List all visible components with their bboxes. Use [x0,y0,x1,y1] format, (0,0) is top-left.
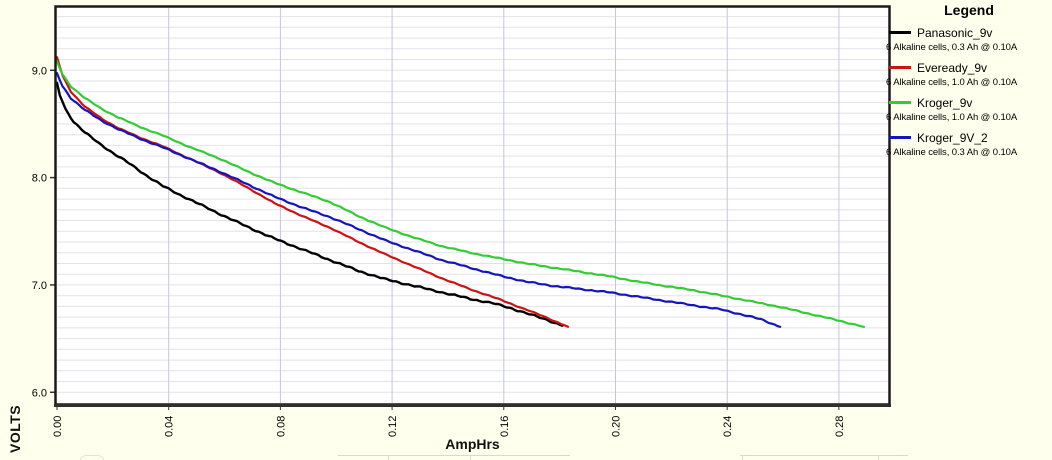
bottom-artifact-tick [388,455,389,460]
legend-series-caption: 6 Alkaline cells, 1.0 Ah @ 0.10A [886,77,1018,88]
legend: Legend Panasonic_9v 6 Alkaline cells, 0.3… [886,2,1052,158]
bottom-artifact-tick [742,455,743,460]
bottom-artifact-tick [470,455,471,460]
legend-entry-row: Eveready_9v [886,60,1052,75]
plot-background [56,7,889,404]
x-tick-label: 0.20 [611,416,623,437]
x-tick-label: 0.08 [275,416,287,437]
y-tick-label: 7.0 [32,280,47,292]
legend-series-name: Kroger_9v [917,95,973,110]
legend-line-swatch [889,66,911,69]
series-line-Panasonic_9v [55,81,564,327]
legend-entries: Panasonic_9v 6 Alkaline cells, 0.3 Ah @ 0… [886,25,1052,159]
x-tick-label: 0.28 [834,416,846,437]
bottom-artifact-line [740,455,908,456]
x-tick-label: 0.16 [499,416,511,437]
legend-entry-row: Panasonic_9v [886,25,1052,40]
y-axis-title: VOLTS [7,404,23,453]
x-tick-label: 0.04 [164,416,176,437]
y-tick-label: 8.0 [32,173,47,185]
legend-entry: Kroger_9v 6 Alkaline cells, 1.0 Ah @ 0.10… [886,95,1052,124]
series-line-Kroger_9V_2 [55,72,782,328]
legend-line-swatch [889,31,911,34]
legend-series-name: Panasonic_9v [917,25,993,40]
x-tick-label: 0.00 [52,416,64,437]
legend-series-name: Kroger_9V_2 [917,130,988,145]
legend-series-name: Eveready_9v [917,60,988,75]
legend-series-caption: 6 Alkaline cells, 0.3 Ah @ 0.10A [886,147,1018,158]
legend-series-caption: 6 Alkaline cells, 0.3 Ah @ 0.10A [886,42,1018,53]
legend-entry: Panasonic_9v 6 Alkaline cells, 0.3 Ah @ 0… [886,25,1052,54]
bottom-artifact-arc [80,455,104,460]
legend-series-caption: 6 Alkaline cells, 1.0 Ah @ 0.10A [886,112,1018,123]
legend-line-swatch [889,136,911,139]
x-tick-label: 0.12 [387,416,399,437]
x-axis-title: AmpHrs [445,436,500,452]
legend-entry: Eveready_9v 6 Alkaline cells, 1.0 Ah @ 0.… [886,60,1052,89]
legend-entry-row: Kroger_9V_2 [886,130,1052,145]
series-line-Kroger_9v [55,60,866,328]
legend-entry-row: Kroger_9v [886,95,1052,110]
bottom-artifact-line [338,455,570,456]
y-tick-label: 9.0 [32,65,47,77]
x-tick-label: 0.24 [722,416,734,437]
legend-entry: Kroger_9V_2 6 Alkaline cells, 0.3 Ah @ 0.… [886,130,1052,159]
legend-title: Legend [944,2,994,18]
y-tick-label: 6.0 [32,387,47,399]
bottom-artifact-tick [878,455,879,460]
legend-line-swatch [889,101,911,104]
